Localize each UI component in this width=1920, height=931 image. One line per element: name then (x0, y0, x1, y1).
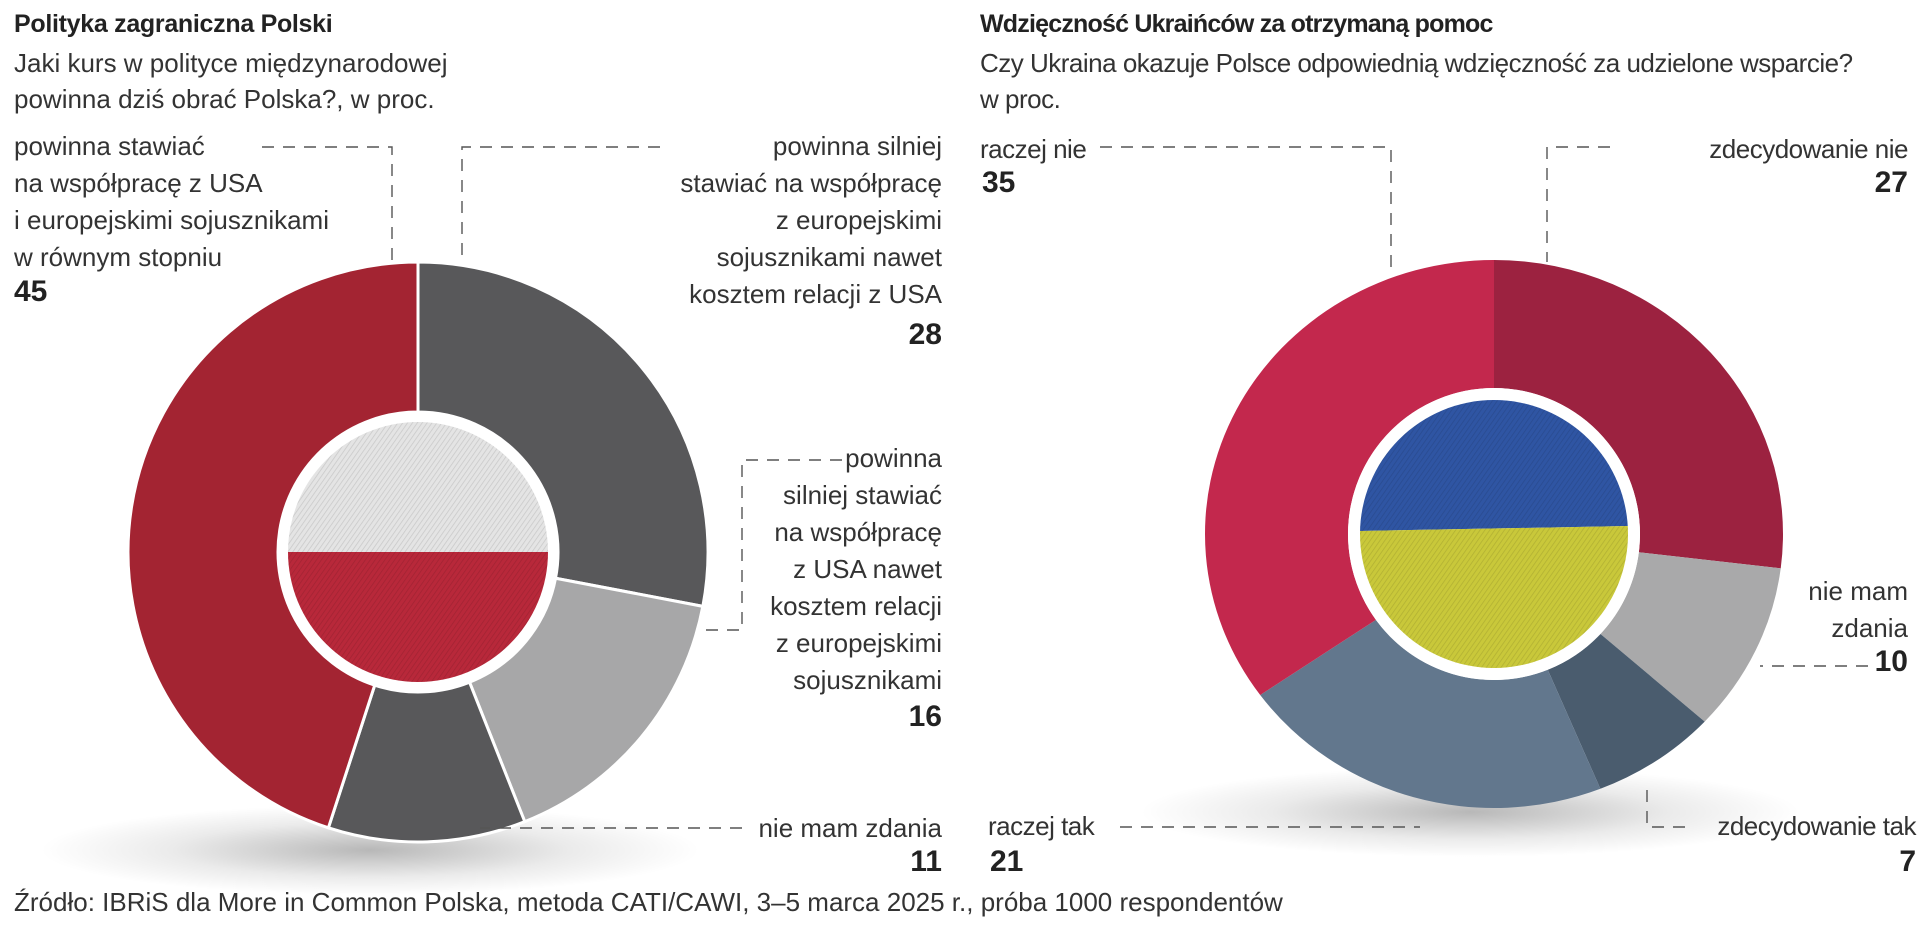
label-line: w równym stopniu (14, 242, 223, 272)
slice-label-definitely-yes: zdecydowanie tak (1717, 808, 1916, 845)
label-line: powinna stawiać (14, 131, 205, 161)
slice-value-no-opinion-2: 10 (1874, 645, 1908, 678)
chart-2-subtitle: Czy Ukraina okazuje Polsce odpowiednią w… (980, 45, 1853, 117)
chart-2-title: Wdzięczność Ukraińców za otrzymaną pomoc (980, 10, 1493, 38)
slice-value-no-opinion-1: 11 (910, 845, 942, 878)
label-line: silniej stawiać (783, 480, 942, 510)
flag-poland (288, 422, 548, 682)
label-line: powinna silniej (772, 131, 942, 161)
label-line: zdecydowanie nie (1709, 134, 1908, 164)
leader-lines (262, 146, 1868, 829)
leader-more-usa (700, 459, 842, 631)
label-line: raczej tak (988, 811, 1095, 841)
label-line: powinna (845, 443, 942, 473)
flag-texture (1360, 400, 1628, 668)
label-line: nie mam (1808, 576, 1908, 606)
slice-label-equal-usa-eu: powinna stawiać na współpracę z USA i eu… (14, 128, 329, 276)
chart-1-subtitle: Jaki kurs w polityce międzynarodowej pow… (14, 45, 448, 117)
chart-2-subtitle-line: Czy Ukraina okazuje Polsce odpowiednią w… (980, 48, 1853, 78)
label-line: z europejskimi (775, 205, 942, 235)
shadow-chart-1 (40, 805, 700, 895)
slice-definitely-yes (1547, 633, 1705, 789)
slice-value-more-eu: 28 (908, 318, 942, 351)
drop-shadows (40, 767, 1800, 895)
label-line: i europejskimi sojusznikami (14, 205, 329, 235)
slice-label-no-opinion-2: nie mam zdania (1808, 573, 1908, 647)
slice-rather-yes (1260, 619, 1601, 808)
donut-chart-poland (126, 260, 710, 844)
flag-texture (288, 422, 548, 682)
chart-1-subtitle-line: Jaki kurs w polityce międzynarodowej (14, 48, 448, 78)
slice-value-rather-yes: 21 (990, 845, 1024, 878)
label-line: zdecydowanie tak (1717, 811, 1916, 841)
label-line: kosztem relacji (770, 591, 942, 621)
label-line: zdania (1831, 613, 1908, 643)
label-line: sojusznikami nawet (716, 242, 942, 272)
slice-value-rather-no: 35 (982, 166, 1016, 199)
source-note: Źródło: IBRiS dla More in Common Polska,… (14, 887, 1283, 917)
leader-equal-usa-eu (262, 146, 393, 260)
chart-1-title: Polityka zagraniczna Polski (14, 10, 333, 38)
slice-value-more-usa: 16 (908, 700, 942, 733)
label-line: na współpracę (774, 517, 942, 547)
label-line: kosztem relacji z USA (689, 279, 942, 309)
flag-ukraine (1360, 400, 1628, 668)
label-line: z europejskimi (775, 628, 942, 658)
slice-label-no-opinion-1: nie mam zdania (758, 810, 942, 847)
slice-label-rather-no: raczej nie (980, 131, 1087, 168)
chart-1-subtitle-line: powinna dziś obrać Polska?, w proc. (14, 84, 435, 114)
slice-value-definitely-yes: 7 (1899, 845, 1916, 878)
chart-2-subtitle-line: w proc. (980, 84, 1061, 114)
slice-label-more-usa: powinna silniej stawiać na współpracę z … (770, 440, 942, 699)
slice-label-more-eu: powinna silniej stawiać na współpracę z … (680, 128, 942, 313)
leader-definitely-no (1546, 146, 1610, 262)
shadow-chart-2 (1140, 767, 1800, 857)
leader-more-eu (461, 146, 660, 260)
label-line: na współpracę z USA (14, 168, 263, 198)
label-line: raczej nie (980, 134, 1087, 164)
slice-value-equal-usa-eu: 45 (14, 275, 48, 308)
slice-no-opinion (1600, 552, 1781, 722)
leader-rather-no (1100, 146, 1392, 272)
slice-rather-no (1205, 260, 1494, 696)
slice-label-definitely-no: zdecydowanie nie (1709, 131, 1908, 168)
slice-label-rather-yes: raczej tak (988, 808, 1095, 845)
label-line: stawiać na współpracę (680, 168, 942, 198)
label-line: sojusznikami (793, 665, 942, 695)
label-line: z USA nawet (793, 554, 942, 584)
label-line: nie mam zdania (758, 813, 942, 843)
slice-definitely-no (1494, 260, 1784, 569)
donut-chart-ukraine (1205, 260, 1784, 808)
slice-value-definitely-no: 27 (1874, 166, 1908, 199)
